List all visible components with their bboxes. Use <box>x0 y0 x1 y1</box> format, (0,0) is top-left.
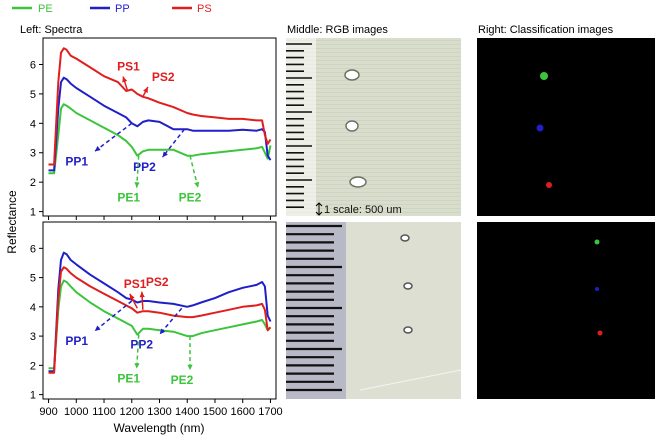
series-line-pp <box>48 76 272 172</box>
annotation-label-pp2: PP2 <box>133 160 156 174</box>
annotation-label-ps1: PS1 <box>117 60 140 74</box>
annotation-arrowhead <box>194 181 200 188</box>
annotation-arrowhead <box>159 328 166 335</box>
annotation-label-pp1: PP1 <box>65 334 88 348</box>
annotation-arrowhead <box>139 291 145 298</box>
rgb-image-top: 1 scale: 500 um <box>286 38 461 216</box>
annotation-arrow-pp1 <box>94 122 133 152</box>
annotation-label-pe1: PE1 <box>117 372 140 386</box>
annotation-arrowhead <box>94 325 101 331</box>
class-blob-bottom-pe <box>594 239 600 245</box>
annotation-label-pp1: PP1 <box>65 154 88 168</box>
sample-particle-bottom-ps <box>403 326 413 334</box>
sample-particle-ps <box>349 176 367 188</box>
y-tick-label: 3 <box>30 148 36 160</box>
classification-bottom-background <box>477 222 655 399</box>
fiber-streak <box>359 369 462 391</box>
annotation-arrowhead <box>134 182 140 188</box>
class-blob-ps <box>546 182 552 188</box>
left-panel-title: Left: Spectra <box>20 24 83 36</box>
y-tick-label: 4 <box>30 118 36 130</box>
annotation-arrowhead <box>162 151 168 158</box>
annotation-arrowhead <box>134 363 140 369</box>
scale-arrow-icon <box>315 202 323 216</box>
classification-image-bottom <box>477 222 655 399</box>
annotation-arrowhead <box>122 76 128 83</box>
series-line-ps <box>48 47 272 166</box>
y-tick-label: 4 <box>30 302 36 314</box>
x-tick-label: 1600 <box>230 406 254 418</box>
annotation-arrow-pp2 <box>159 307 183 335</box>
y-tick-label: 6 <box>30 59 36 71</box>
ruler-bottom <box>286 224 342 392</box>
annotation-label-ps2: PS2 <box>146 275 169 289</box>
y-tick-label: 5 <box>30 89 36 101</box>
annotation-arrow-pe2 <box>189 155 199 188</box>
class-blob-pe <box>540 72 548 80</box>
classification-image-top <box>477 38 655 216</box>
legend-pe-label: PE <box>38 3 53 15</box>
x-tick-label: 900 <box>39 406 57 418</box>
y-tick-label: 3 <box>30 331 36 343</box>
y-tick-label: 6 <box>30 243 36 255</box>
y-tick-label: 2 <box>30 360 36 372</box>
legend-pp-label: PP <box>115 3 130 15</box>
class-blob-bottom-ps <box>597 330 603 336</box>
annotation-arrow-pe1 <box>135 334 140 369</box>
annotation-arrowhead <box>187 364 193 371</box>
x-axis-label: Wavelength (nm) <box>114 421 205 435</box>
legend: PE PP PS <box>12 3 212 15</box>
scale-label: 1 scale: 500 um <box>324 204 402 216</box>
classification-top-background <box>477 38 655 216</box>
annotation-arrow-pp1 <box>94 300 133 332</box>
annotation-label-ps2: PS2 <box>152 70 175 84</box>
annotation-label-ps1: PS1 <box>124 277 147 291</box>
x-tick-label: 1000 <box>64 406 88 418</box>
annotation-label-pe2: PE2 <box>179 191 202 205</box>
rgb-image-bottom <box>286 222 462 399</box>
x-tick-label: 1300 <box>147 406 171 418</box>
sample-particle-bottom-pp <box>403 282 413 290</box>
annotation-label-pe2: PE2 <box>171 373 194 387</box>
sample-particle-bottom-pe <box>400 234 410 242</box>
x-tick-label: 1400 <box>175 406 199 418</box>
middle-panel-title: Middle: RGB images <box>287 24 388 36</box>
ruler-bottom-strip <box>286 222 346 399</box>
annotation-label-pp2: PP2 <box>130 337 153 351</box>
legend-ps-label: PS <box>197 3 212 15</box>
plot-frame <box>42 37 277 217</box>
right-panel-title: Right: Classification images <box>478 24 614 36</box>
class-blob-bottom-pp <box>595 287 599 291</box>
y-tick-label: 1 <box>30 207 36 219</box>
x-tick-label: 1700 <box>258 406 282 418</box>
x-tick-label: 1200 <box>120 406 144 418</box>
y-axis-label: Reflectance <box>5 190 19 254</box>
spectra-chart-top: 1 2 3 4 5 6 PS1 PS2 PP1 PP2 PE1 PE2 <box>30 37 277 220</box>
x-tick-label: 1100 <box>92 406 116 418</box>
annotation-arrowhead <box>143 86 148 93</box>
series-line-pe <box>48 279 272 370</box>
class-blob-pp <box>536 124 544 132</box>
series-line-pe <box>48 103 272 175</box>
annotation-arrow-pe1 <box>135 155 140 188</box>
plot-frame <box>42 221 277 400</box>
y-tick-label: 1 <box>30 390 36 402</box>
annotation-arrowhead <box>94 145 101 152</box>
annotation-arrowhead <box>129 293 135 300</box>
y-tick-label: 5 <box>30 273 36 285</box>
ruler-top <box>286 43 312 208</box>
x-tick-label: 1500 <box>203 406 227 418</box>
sample-particle-pp <box>345 120 359 132</box>
spectra-chart-bottom: 1 2 3 4 5 6 900 1000 1100 1200 1300 1400 1500 1600 170… <box>30 221 283 418</box>
annotation-arrow-pp2 <box>161 128 186 158</box>
y-tick-label: 2 <box>30 177 36 189</box>
sample-particle-pe <box>344 69 360 81</box>
annotation-label-pe1: PE1 <box>117 191 140 205</box>
series-line-ps <box>48 266 272 374</box>
